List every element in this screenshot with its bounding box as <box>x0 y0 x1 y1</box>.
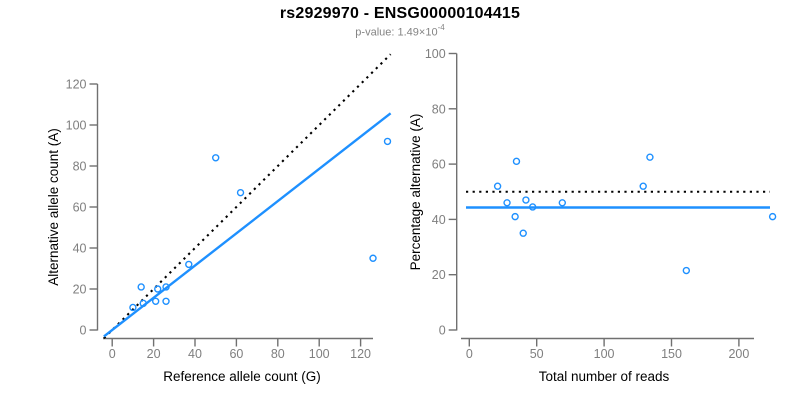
data-point <box>511 212 519 221</box>
data-point <box>139 299 147 308</box>
p-value-exponent: -4 <box>437 23 445 32</box>
data-point <box>151 297 160 305</box>
data-point <box>211 154 220 162</box>
x-tick-label: 200 <box>728 347 749 361</box>
x-tick-label: 0 <box>109 347 116 361</box>
data-point <box>236 188 245 197</box>
y-axis-label: Percentage alternative (A) <box>408 114 423 271</box>
data-point <box>519 229 527 237</box>
fit-line <box>103 112 392 338</box>
x-axis-label: Reference allele count (G) <box>163 369 321 384</box>
x-tick-label: 150 <box>661 347 682 361</box>
data-point <box>162 297 170 305</box>
data-point <box>154 285 162 293</box>
y-tick-label: 20 <box>432 268 446 282</box>
y-tick-label: 0 <box>439 324 446 338</box>
data-point <box>522 196 530 204</box>
data-point <box>137 283 145 291</box>
y-axis-label: Alternative allele count (A) <box>46 128 61 286</box>
y-tick-label: 60 <box>432 158 446 172</box>
data-point <box>512 157 521 166</box>
data-point <box>639 182 647 190</box>
x-tick-label: 20 <box>147 347 161 361</box>
p-value-subtitle: p-value: 1.49×10-4 <box>0 23 800 39</box>
data-point <box>129 303 137 312</box>
data-point <box>383 137 392 146</box>
x-axis-label: Total number of reads <box>539 369 670 384</box>
data-point <box>646 153 654 161</box>
page-title: rs2929970 - ENSG00000104415 <box>279 5 521 22</box>
y-tick-label: 40 <box>73 242 87 256</box>
data-point <box>768 212 777 221</box>
y-tick-label: 80 <box>432 102 446 116</box>
y-tick-label: 120 <box>66 78 87 92</box>
x-tick-label: 40 <box>188 347 202 361</box>
x-tick-label: 100 <box>309 347 330 361</box>
data-point <box>162 283 170 291</box>
x-tick-label: 80 <box>271 347 285 361</box>
data-point <box>493 182 502 190</box>
allele-counts-scatter: 0 20 40 60 80 100 120 0 20 40 60 80 100 120 Reference … <box>46 53 392 384</box>
y-tick-label: 80 <box>73 160 87 174</box>
data-point <box>682 266 691 275</box>
x-tick-label: 60 <box>229 347 243 361</box>
x-tick-label: 50 <box>530 347 544 361</box>
x-tick-label: 120 <box>350 347 371 361</box>
y-tick-label: 20 <box>73 283 87 297</box>
x-tick-label: 100 <box>594 347 615 361</box>
x-tick-label: 0 <box>466 347 473 361</box>
data-point <box>528 203 537 211</box>
y-tick-label: 100 <box>425 47 446 61</box>
data-point <box>558 199 567 207</box>
data-point <box>185 260 193 269</box>
data-point <box>503 199 511 207</box>
y-tick-label: 40 <box>432 213 446 227</box>
y-tick-label: 100 <box>66 119 87 133</box>
y-tick-label: 60 <box>73 201 87 215</box>
p-value-text: p-value: 1.49×10 <box>355 26 438 39</box>
y-tick-label: 0 <box>80 324 87 338</box>
dotted-reference-line <box>103 53 392 339</box>
percentage-alternative-scatter: 0 50 100 150 200 0 20 40 60 80 100 Total number of … <box>408 47 777 384</box>
data-point <box>369 254 377 262</box>
